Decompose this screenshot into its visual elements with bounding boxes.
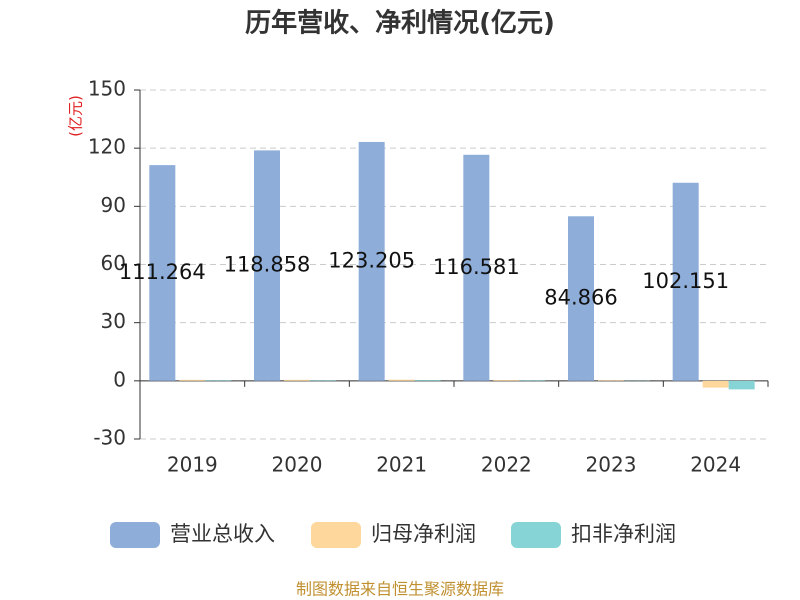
y-tick-label: -30 (93, 426, 126, 450)
legend-label: 扣非净利润 (571, 522, 676, 546)
y-tick-label: 0 (113, 367, 126, 391)
bar (493, 380, 520, 381)
bar (388, 379, 415, 381)
legend-swatch (311, 522, 361, 548)
bar (179, 379, 206, 381)
value-label: 123.205 (328, 248, 415, 272)
x-tick-label: 2020 (272, 453, 323, 477)
source-note: 制图数据来自恒生聚源数据库 (296, 580, 504, 599)
bar (358, 141, 385, 381)
bar (149, 165, 176, 381)
y-tick-label: 30 (101, 309, 126, 333)
legend-label: 归母净利润 (371, 522, 476, 546)
y-tick-label: 90 (101, 193, 126, 217)
bar (205, 380, 232, 381)
bar (519, 380, 546, 381)
x-tick-label: 2019 (167, 453, 218, 477)
value-label: 118.858 (224, 253, 311, 277)
y-tick-label: 150 (88, 77, 126, 101)
bar (310, 380, 336, 381)
x-tick-label: 2024 (690, 453, 741, 477)
bar (672, 182, 699, 381)
legend-swatch (511, 522, 561, 548)
x-tick-label: 2023 (586, 453, 637, 477)
bar (463, 154, 490, 381)
bar (254, 150, 280, 381)
legend-label: 营业总收入 (170, 522, 275, 546)
y-tick-label: 60 (101, 251, 126, 275)
value-label: 116.581 (433, 255, 520, 279)
value-label: 111.264 (119, 260, 206, 284)
bar (728, 380, 755, 390)
bar (702, 380, 729, 388)
bar (414, 380, 441, 381)
value-label: 102.151 (642, 269, 729, 293)
bar (598, 380, 624, 381)
bar (568, 216, 594, 381)
legend-swatch (110, 522, 160, 548)
x-tick-label: 2022 (481, 453, 532, 477)
x-tick-label: 2021 (376, 453, 427, 477)
chart-title: 历年营收、净利情况(亿元) (245, 8, 555, 39)
y-axis-label: (亿元) (67, 95, 85, 137)
bar (284, 379, 310, 381)
y-tick-label: 120 (88, 135, 126, 159)
value-label: 84.866 (544, 286, 617, 310)
